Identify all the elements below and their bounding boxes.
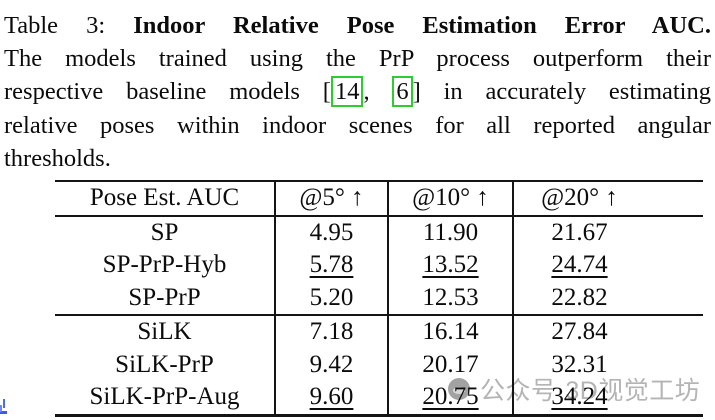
- table-row-sp-prp: SP-PrP 5.20 12.53 22.82: [55, 281, 703, 315]
- value-cell-underlined: 20.75: [388, 381, 514, 415]
- value-cell-underlined: 24.74: [551, 251, 608, 279]
- value-cell: 16.14: [388, 315, 514, 349]
- watermark-text: 公众号·3D视觉工坊: [480, 377, 701, 405]
- value-cell: 7.18: [275, 315, 389, 349]
- value-cell: 12.53: [388, 281, 514, 315]
- caption-line-4: relative poses within indoor scenes for …: [4, 111, 711, 139]
- value-cell: 32.31: [551, 350, 608, 378]
- value-cell: 22.82: [551, 283, 608, 311]
- value-cell: 20.17: [388, 348, 514, 381]
- caption-line-1: Table 3: Indoor Relative Pose Estimation…: [4, 9, 711, 42]
- value-cell: 9.42: [275, 348, 389, 381]
- value-cell: 21.67: [551, 218, 608, 246]
- model-name-cell: SP-PrP: [55, 281, 276, 315]
- value-cell: 11.90: [388, 215, 514, 249]
- results-table-container: Pose Est. AUC @5° ↑ @10° ↑ @20° ↑ SP 4.9…: [55, 180, 703, 417]
- model-name-cell: SP-PrP-Hyb: [55, 249, 276, 282]
- header-cell-auc-10deg: @10° ↑: [388, 181, 514, 216]
- value-cell-underlined: 13.52: [388, 249, 514, 282]
- model-name-cell: SiLK-PrP: [55, 348, 276, 381]
- value-cell-underlined: 34.24: [551, 383, 608, 411]
- value-cell-underlined: 9.60: [275, 381, 389, 415]
- model-name-cell: SiLK: [55, 315, 276, 349]
- table-row-silk: SiLK 7.18 16.14 27.84: [55, 315, 703, 349]
- caption-line3-sep: ,: [363, 78, 393, 106]
- table-row-silk-prp-aug: SiLK-PrP-Aug 9.60 20.75 34.24: [55, 381, 703, 415]
- caption-line3-post: ] in accurately estimating: [412, 78, 711, 106]
- citation-link-14[interactable]: 14: [330, 76, 364, 108]
- model-name-cell: SP: [55, 215, 276, 249]
- header-cell-auc-20deg: @20° ↑: [541, 184, 618, 212]
- blue-scan-artifact: [3, 399, 5, 408]
- value-cell: 4.95: [275, 215, 389, 249]
- caption-line3-pre: respective baseline models [: [4, 78, 331, 106]
- value-cell-underlined: 5.78: [275, 249, 389, 282]
- caption-line-2: The models trained using the PrP process…: [4, 45, 711, 73]
- value-cell: 5.20: [275, 281, 389, 315]
- table-caption: Table 3: Indoor Relative Pose Estimation…: [4, 9, 711, 175]
- model-name-cell: SiLK-PrP-Aug: [55, 381, 276, 415]
- caption-line-3: respective baseline models [14, 6] in ac…: [4, 75, 711, 108]
- caption-line-5: thresholds.: [4, 144, 111, 172]
- table-row-silk-prp: SiLK-PrP 9.42 20.17 32.31: [55, 348, 703, 381]
- citation-link-6[interactable]: 6: [392, 76, 413, 108]
- table-row-sp-prp-hyb: SP-PrP-Hyb 5.78 13.52 24.74: [55, 249, 703, 282]
- value-cell: 27.84: [551, 318, 608, 346]
- caption-title-bold: Indoor Relative Pose Estimation Error AU…: [133, 12, 711, 39]
- header-cell-pose-est-auc: Pose Est. AUC: [55, 181, 276, 216]
- header-row: Pose Est. AUC @5° ↑ @10° ↑ @20° ↑: [55, 181, 703, 216]
- table-row-sp: SP 4.95 11.90 21.67: [55, 215, 703, 249]
- header-cell-auc-5deg: @5° ↑: [275, 181, 389, 216]
- blue-scan-artifact: [0, 405, 2, 412]
- blue-scan-artifact: [0, 411, 7, 414]
- caption-table-number: Table 3:: [4, 12, 106, 39]
- results-table: Pose Est. AUC @5° ↑ @10° ↑ @20° ↑ SP 4.9…: [55, 180, 703, 417]
